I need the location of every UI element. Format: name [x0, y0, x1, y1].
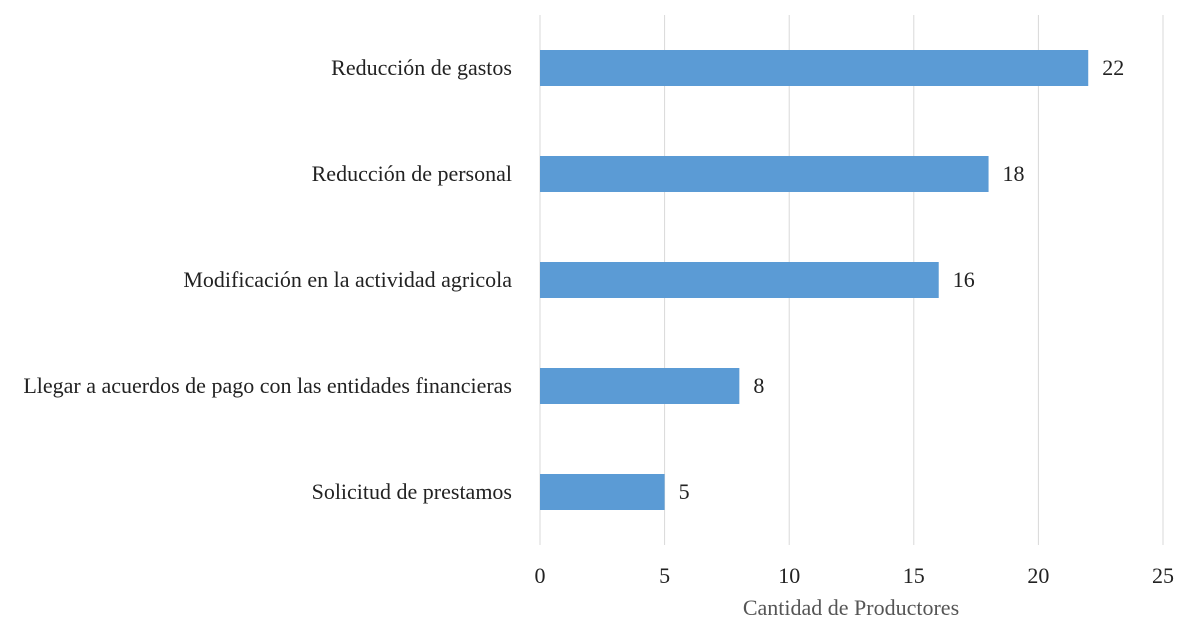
category-label: Reducción de gastos [331, 55, 512, 80]
category-label: Solicitud de prestamos [311, 479, 512, 504]
category-label: Modificación en la actividad agricola [183, 267, 512, 292]
bar [540, 368, 740, 404]
x-tick-label: 25 [1152, 563, 1174, 588]
bar [540, 262, 939, 298]
bar [540, 474, 665, 510]
x-axis-title: Cantidad de Productores [743, 595, 959, 620]
category-label: Reducción de personal [311, 161, 512, 186]
category-label: Llegar a acuerdos de pago con las entida… [23, 373, 512, 398]
value-label: 22 [1102, 55, 1124, 80]
x-tick-label: 15 [903, 563, 925, 588]
x-tick-label: 5 [659, 563, 670, 588]
bar [540, 156, 989, 192]
value-label: 16 [953, 267, 975, 292]
bar [540, 50, 1089, 86]
value-label: 5 [679, 479, 690, 504]
x-tick-label: 0 [535, 563, 546, 588]
value-label: 18 [1003, 161, 1025, 186]
value-label: 8 [753, 373, 764, 398]
x-tick-label: 20 [1027, 563, 1049, 588]
x-tick-label: 10 [778, 563, 800, 588]
